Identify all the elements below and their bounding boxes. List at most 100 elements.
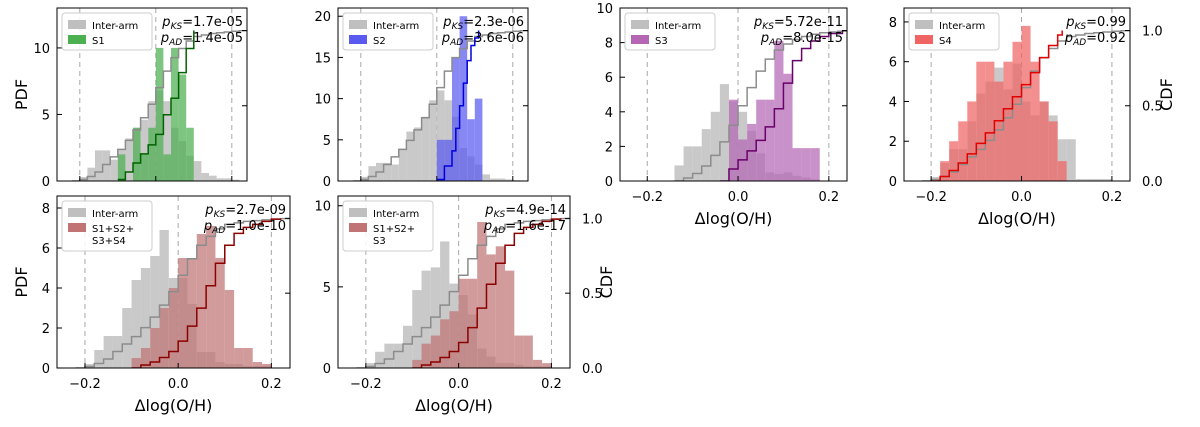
y-axis-label: PDF [12, 266, 31, 297]
y-tick-label: 8 [889, 16, 897, 31]
cdf-line-all_cdf [131, 218, 282, 368]
y-tick-label: 0 [323, 175, 331, 190]
histogram-bar-s123 [430, 335, 441, 368]
panel-s2: 05101520Inter-armS2pKS=2.3e-06pAD=3.6e-0… [314, 7, 529, 190]
p-ks-value: =4.9e-14 [505, 203, 566, 218]
histogram-bar-all [159, 308, 169, 368]
p-ad-symbol: p [483, 219, 492, 234]
y-tick-label: 10 [314, 93, 331, 108]
legend-swatch-interarm [68, 20, 86, 29]
p-ad-subscript: AD [211, 226, 225, 236]
histogram-bar-interarm [1084, 179, 1094, 181]
cdf-line-interarm_cdf [72, 30, 247, 181]
legend-label: S3 [373, 236, 386, 247]
cdf-line-s2_cdf [436, 30, 480, 181]
x-tick-label: −0.2 [631, 190, 663, 205]
x-tick-label: 0.2 [818, 190, 839, 205]
y-tick-label: 20 [314, 10, 331, 25]
y2-tick-label: 1.0 [582, 212, 603, 227]
histogram-bar-interarm [103, 336, 113, 368]
histogram-bar-interarm [719, 84, 729, 181]
histogram-bar-interarm [421, 116, 430, 181]
axes-frame [903, 7, 1131, 182]
p-ks-text: pKS=2.3e-06 [442, 15, 524, 32]
histogram-bar-interarm [375, 351, 385, 368]
plot-area [674, 30, 847, 181]
histogram-bar-all [234, 348, 244, 368]
histogram-bar-interarm [683, 146, 693, 181]
y-tick-label: 0 [42, 362, 50, 377]
histogram-bar-interarm [368, 166, 376, 181]
p-ks-value: =0.99 [1086, 15, 1126, 30]
cdf-line-interarm_cdf [353, 30, 528, 181]
histogram-bar-s3 [810, 148, 820, 181]
axes-frame [56, 195, 291, 369]
histogram-bar-interarm [102, 150, 111, 181]
histogram-bar-s4 [1003, 61, 1013, 181]
p-ks-text: pKS=0.99 [1065, 15, 1126, 32]
y-tick-label: 0 [605, 175, 613, 190]
histogram-bar-s123 [412, 359, 422, 368]
legend-swatch-sample [349, 35, 367, 44]
y2-axis-label: CDF [1157, 78, 1176, 111]
plot-area [356, 217, 570, 368]
histogram-bar-s123 [421, 343, 431, 368]
histogram-bar-interarm [365, 363, 376, 368]
histogram-bar-s2 [444, 139, 452, 181]
x-axis-label: Δlog(O/H) [695, 209, 773, 228]
legend-swatch-interarm [68, 208, 86, 217]
histogram-bar-interarm [150, 256, 160, 368]
p-ad-value: =1.0e-10 [225, 219, 286, 234]
histogram-bar-s1 [178, 74, 187, 181]
legend-swatch-interarm [915, 20, 933, 29]
histogram-bar-s4 [1030, 61, 1040, 181]
histogram-bar-all [140, 348, 151, 368]
y-tick-label: 5 [323, 134, 331, 149]
histogram-bar-all [178, 258, 188, 368]
histogram-bar-s3 [783, 73, 793, 181]
histogram-bar-interarm [140, 119, 149, 181]
x-tick-label: −0.2 [915, 190, 947, 205]
histogram-bar-s123 [542, 363, 552, 368]
legend-label: Inter-arm [655, 21, 701, 32]
histogram-bar-s4 [976, 61, 986, 181]
histogram-bar-s123 [486, 254, 496, 368]
histogram-bar-interarm [393, 343, 403, 368]
histogram-bar-s3 [801, 148, 811, 181]
histogram-bar-interarm [482, 174, 490, 181]
p-ad-value: =8.0e-15 [782, 31, 843, 46]
p-ad-value: =0.92 [1086, 31, 1126, 46]
p-ks-subscript: KS [494, 210, 506, 220]
histogram-bar-interarm [163, 101, 171, 181]
legend-label: S1+S2+ [92, 224, 134, 235]
histogram-bar-s123 [467, 278, 478, 368]
histogram-bar-s4 [940, 161, 950, 181]
p-ks-value: =1.7e-05 [182, 15, 243, 30]
histogram-bar-all [168, 288, 179, 368]
histogram-bar-s2 [452, 57, 460, 181]
x-axis-label: Δlog(O/H) [415, 396, 493, 415]
p-ad-text: pAD=0.92 [1064, 31, 1126, 48]
histogram-bar-s3 [747, 123, 757, 181]
histogram-bar-s2 [474, 98, 483, 181]
histogram-bar-s2 [467, 119, 475, 181]
plot-area [75, 217, 290, 368]
cdf-line-s1_cdf [117, 30, 195, 181]
histogram-bar-all [150, 328, 160, 368]
legend-label: Inter-arm [92, 209, 138, 220]
y-tick-label: 6 [889, 56, 897, 71]
histogram-bar-s3 [728, 99, 739, 181]
histogram-bar-interarm [436, 90, 445, 181]
histogram-bar-interarm [224, 178, 232, 181]
histogram-bar-interarm [429, 100, 437, 181]
histogram-bar-interarm [497, 178, 506, 181]
legend-swatch-sample [915, 35, 933, 44]
histogram-bar-s1 [186, 127, 194, 181]
legend-label: S3+S4 [92, 236, 126, 247]
histogram-bar-interarm [216, 178, 225, 181]
p-ad-subscript: AD [1072, 38, 1086, 48]
histogram-bar-s123 [495, 246, 506, 368]
p-ks-subscript: KS [214, 210, 226, 220]
